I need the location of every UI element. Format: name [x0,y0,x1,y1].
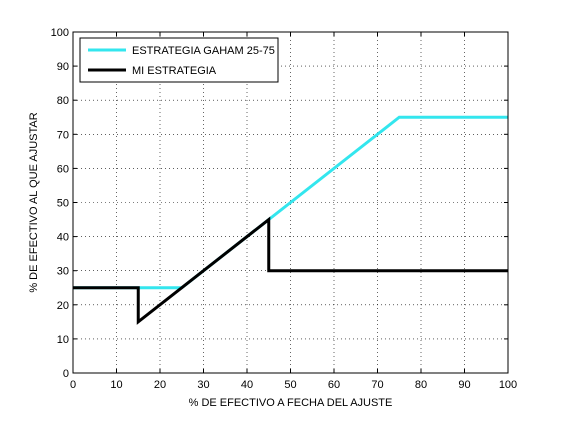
legend-box [79,37,279,83]
y-tick-label: 70 [57,129,69,141]
y-tick-label: 80 [57,95,69,107]
y-axis-label: % DE EFECTIVO AL QUE AJUSTAR [28,112,40,292]
x-tick-label: 50 [284,379,296,391]
x-tick-label: 0 [70,379,76,391]
x-tick-label: 90 [458,379,470,391]
x-tick-label: 100 [499,379,517,391]
x-tick-label: 30 [197,379,209,391]
legend-label-1: ESTRATEGIA GAHAM 25-75 [132,45,275,57]
x-tick-label: 20 [154,379,166,391]
legend-label-2: MI ESTRATEGIA [132,65,217,77]
x-tick-label: 60 [328,379,340,391]
y-tick-label: 50 [57,198,69,210]
x-tick-label: 70 [371,379,383,391]
y-tick-label: 10 [57,334,69,346]
x-tick-label: 80 [415,379,427,391]
y-tick-label: 60 [57,163,69,175]
y-tick-label: 100 [51,27,69,39]
x-tick-label: 40 [241,379,253,391]
series-line-2 [73,216,508,325]
x-tick-label: 10 [110,379,122,391]
y-tick-label: 30 [57,266,69,278]
y-tick-label: 20 [57,300,69,312]
y-tick-label: 0 [63,368,69,380]
x-axis-label: % DE EFECTIVO A FECHA DEL AJUSTE [189,397,393,409]
y-tick-label: 90 [57,61,69,73]
y-tick-label: 40 [57,232,69,244]
